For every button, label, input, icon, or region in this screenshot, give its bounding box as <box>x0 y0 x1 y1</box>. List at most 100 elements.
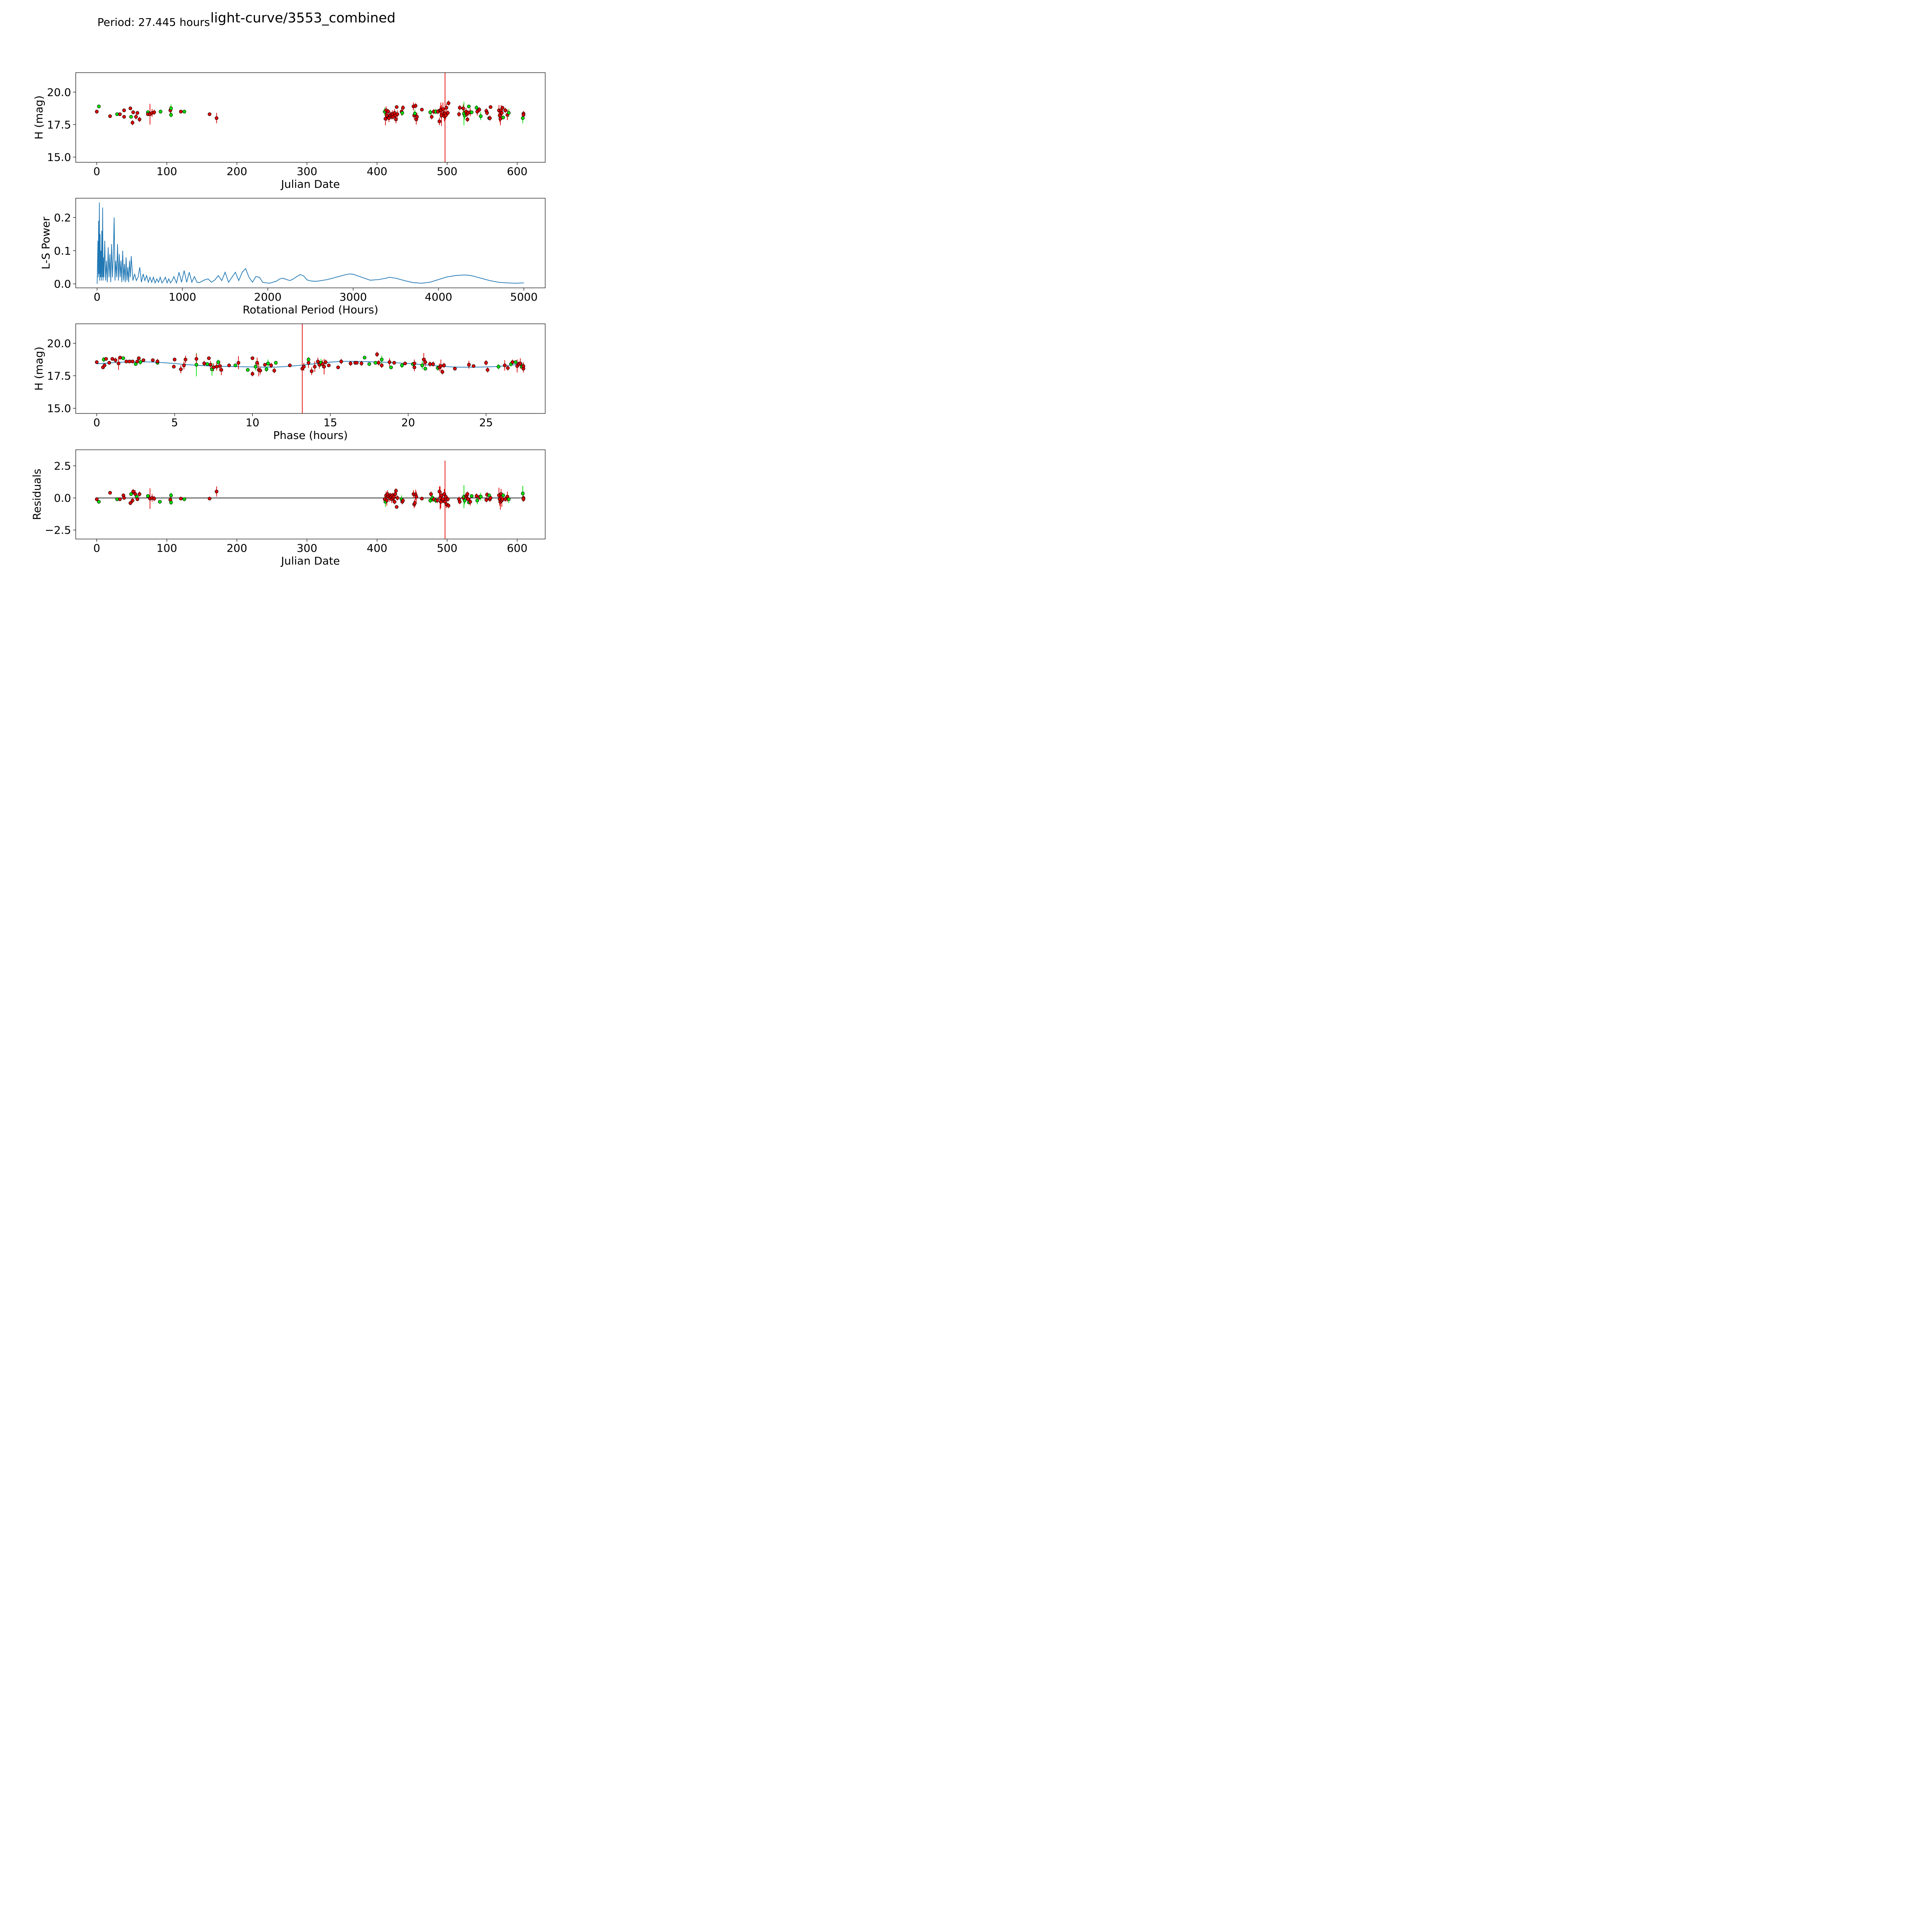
data-point-red <box>412 365 417 369</box>
data-point-green <box>479 114 483 118</box>
data-point-red <box>152 497 156 501</box>
data-point-red <box>461 106 465 111</box>
y-tick-label: 2.5 <box>54 460 71 473</box>
data-point-red <box>401 498 405 502</box>
data-point-red <box>488 105 493 109</box>
x-tick-label: 400 <box>367 542 387 554</box>
data-point-red <box>466 492 469 496</box>
data-point-red <box>444 495 448 499</box>
data-point-green <box>521 492 525 495</box>
panel-lightcurve: 0 100 200 300 400 500 600 15.0 17.5 20.0 Julian Da… <box>32 72 546 190</box>
data-point-green <box>233 363 237 367</box>
data-point-red <box>488 496 493 500</box>
data-point-red <box>395 105 399 109</box>
data-point-red <box>431 362 435 366</box>
data-point-red <box>172 365 176 369</box>
data-point-red <box>355 361 359 365</box>
data-point-red <box>420 497 424 501</box>
data-point-red <box>122 496 126 500</box>
data-point-red <box>131 498 134 502</box>
x-tick-label: 400 <box>367 165 387 178</box>
data-point-red <box>349 361 352 366</box>
data-point-red <box>386 110 390 114</box>
data-point-green <box>507 111 511 115</box>
data-point-red <box>488 116 492 120</box>
data-point-green <box>129 115 133 119</box>
data-point-red <box>395 505 399 509</box>
data-point-red <box>107 361 111 365</box>
y-tick-label: 17.5 <box>47 369 71 382</box>
x-tick-label: 10 <box>246 416 260 429</box>
data-point-green <box>479 495 483 499</box>
data-point-green <box>274 361 278 365</box>
data-point-red <box>128 501 133 505</box>
data-point-red <box>440 370 444 374</box>
data-point-red <box>250 372 255 376</box>
x-tick-label: 200 <box>226 165 247 178</box>
data-point-red <box>422 357 426 362</box>
x-tick-label: 600 <box>507 165 527 178</box>
fit-curve <box>97 361 524 368</box>
data-point-green <box>497 365 500 369</box>
x-tick-label: 25 <box>479 416 493 429</box>
data-point-green <box>467 104 471 109</box>
data-point-green <box>501 116 505 119</box>
data-point-red <box>522 497 526 501</box>
data-point-green <box>389 365 393 369</box>
data-point-red <box>439 364 443 368</box>
data-point-green <box>138 360 142 364</box>
data-point-green <box>169 493 173 497</box>
data-point-red <box>95 360 99 364</box>
data-point-green <box>97 500 101 504</box>
period-label: Period: 27.445 hours <box>97 16 210 29</box>
data-point-red <box>442 363 446 367</box>
data-point-green <box>521 116 525 120</box>
x-tick-label: 15 <box>323 416 337 429</box>
data-point-red <box>182 363 186 367</box>
data-point-red <box>385 114 389 117</box>
data-point-red <box>435 498 439 502</box>
data-point-red <box>313 365 317 369</box>
x-axis-label: Julian Date <box>280 178 340 190</box>
data-point-green <box>158 110 163 114</box>
y-tick-label: 0.0 <box>54 278 71 291</box>
data-point-red <box>336 365 340 369</box>
data-point-red <box>179 367 183 371</box>
data-point-red <box>428 362 432 366</box>
data-point-red <box>131 359 134 364</box>
data-point-red <box>155 359 160 364</box>
data-point-red <box>437 119 441 123</box>
data-point-red <box>202 361 206 366</box>
data-point-red <box>118 112 122 116</box>
data-point-red <box>128 106 133 111</box>
data-point-red <box>395 496 400 500</box>
data-point-green <box>469 494 474 498</box>
panel-periodogram: 0 1000 2000 3000 4000 5000 0.0 0.1 0.2 Rotational… <box>39 198 546 316</box>
plot-area <box>95 324 526 413</box>
data-point-red <box>486 368 490 372</box>
data-point-red <box>102 363 107 367</box>
data-point-green <box>205 362 209 366</box>
data-point-red <box>219 368 223 372</box>
data-point-green <box>507 497 511 501</box>
plot-area <box>97 202 524 284</box>
x-tick-label: 1000 <box>169 291 196 303</box>
data-point-red <box>131 490 135 493</box>
x-tick-label: 600 <box>507 542 527 554</box>
data-point-red <box>236 361 240 365</box>
data-point-green <box>97 104 101 109</box>
data-point-green <box>475 498 479 502</box>
data-point-red <box>179 110 183 114</box>
data-point-red <box>518 361 522 366</box>
x-axis-label: Rotational Period (Hours) <box>243 303 378 316</box>
data-point-red <box>208 363 213 367</box>
x-tick-label: 100 <box>156 165 177 178</box>
figure-title: light-curve/3553_combined <box>210 10 395 26</box>
x-tick-label: 0 <box>94 291 100 303</box>
data-point-red <box>135 111 139 115</box>
x-tick-label: 0 <box>93 416 100 429</box>
data-point-green <box>182 110 186 114</box>
y-tick-label: 17.5 <box>47 118 71 131</box>
y-tick-label: 15.0 <box>47 151 71 164</box>
x-tick-label: 200 <box>226 542 247 554</box>
